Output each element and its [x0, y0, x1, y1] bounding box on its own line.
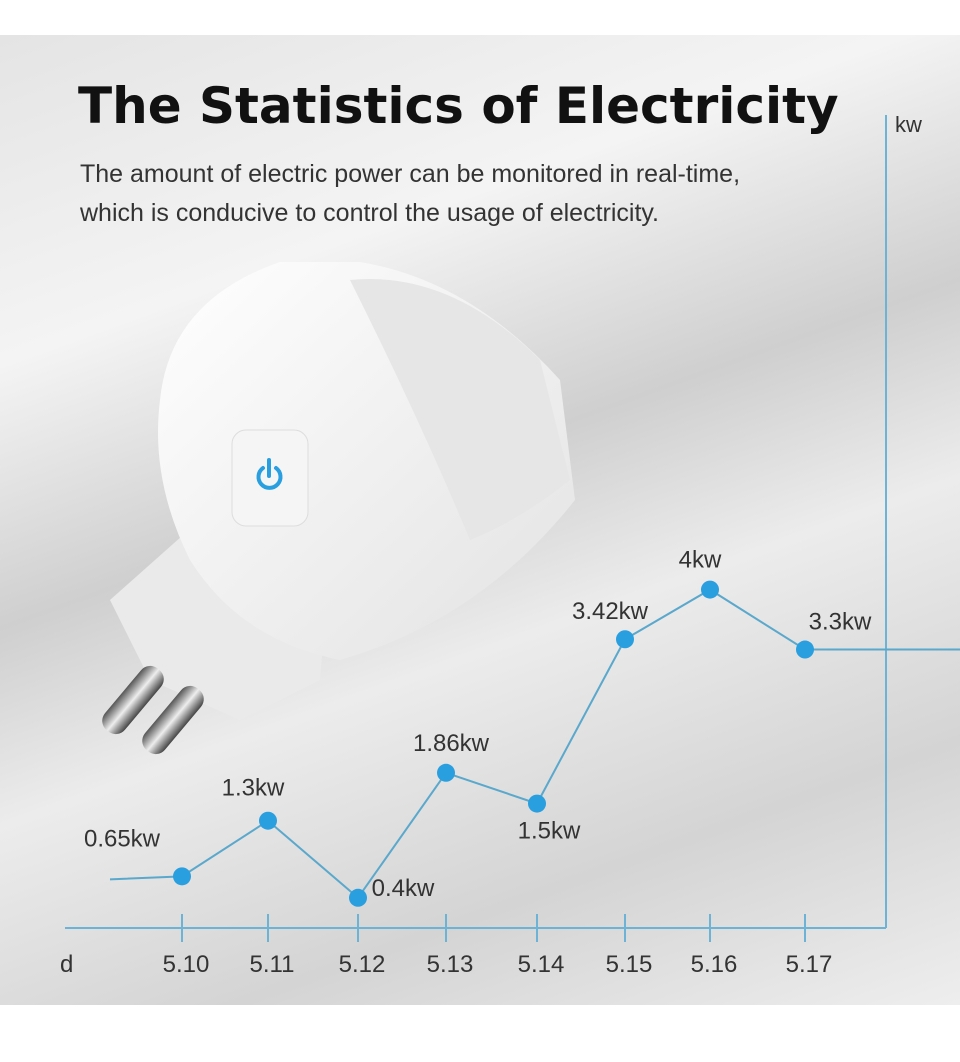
x-tick-label: 5.13 [427, 951, 474, 978]
power-button-icon [256, 458, 283, 490]
subtitle: The amount of electric power can be moni… [80, 155, 740, 233]
data-point [701, 580, 719, 599]
data-point [259, 811, 277, 830]
x-tick-label: 5.17 [786, 951, 833, 978]
data-point [173, 867, 191, 886]
y-axis-label: kw [895, 112, 922, 137]
data-point [796, 640, 814, 659]
subtitle-line: which is conducive to control the usage … [80, 199, 659, 227]
data-label: 4kw [679, 547, 722, 574]
page-title: The Statistics of Electricity [78, 77, 839, 135]
data-label: 1.5kw [518, 818, 581, 845]
data-label: 0.65kw [84, 825, 161, 852]
x-tick-label: 5.11 [250, 951, 295, 978]
series-line [109, 588, 960, 900]
smart-plug-image [102, 262, 575, 755]
data-label: 3.3kw [809, 609, 872, 636]
data-point [349, 888, 367, 907]
x-tick-label: 5.15 [606, 951, 653, 978]
data-point [616, 630, 634, 649]
x-axis-label: d [60, 951, 73, 978]
x-tick-label: 5.12 [339, 951, 386, 978]
data-label: 1.86kw [413, 730, 490, 757]
data-label: 3.42kw [572, 598, 649, 625]
x-tick-label: 5.16 [691, 951, 738, 978]
x-tick-label: 5.10 [163, 951, 210, 978]
data-label: 0.4kw [372, 875, 435, 902]
data-point [437, 763, 455, 782]
subtitle-line: The amount of electric power can be moni… [80, 160, 741, 188]
data-label: 1.3kw [222, 775, 285, 802]
chart: kw d 5.10 5.11 5.12 5.13 5.14 5.15 5.16 5.17 0.65k… [60, 112, 960, 978]
background: The Statistics of Electricity The amount… [0, 35, 960, 1005]
x-tick-label: 5.14 [518, 951, 565, 978]
data-point [528, 794, 546, 813]
